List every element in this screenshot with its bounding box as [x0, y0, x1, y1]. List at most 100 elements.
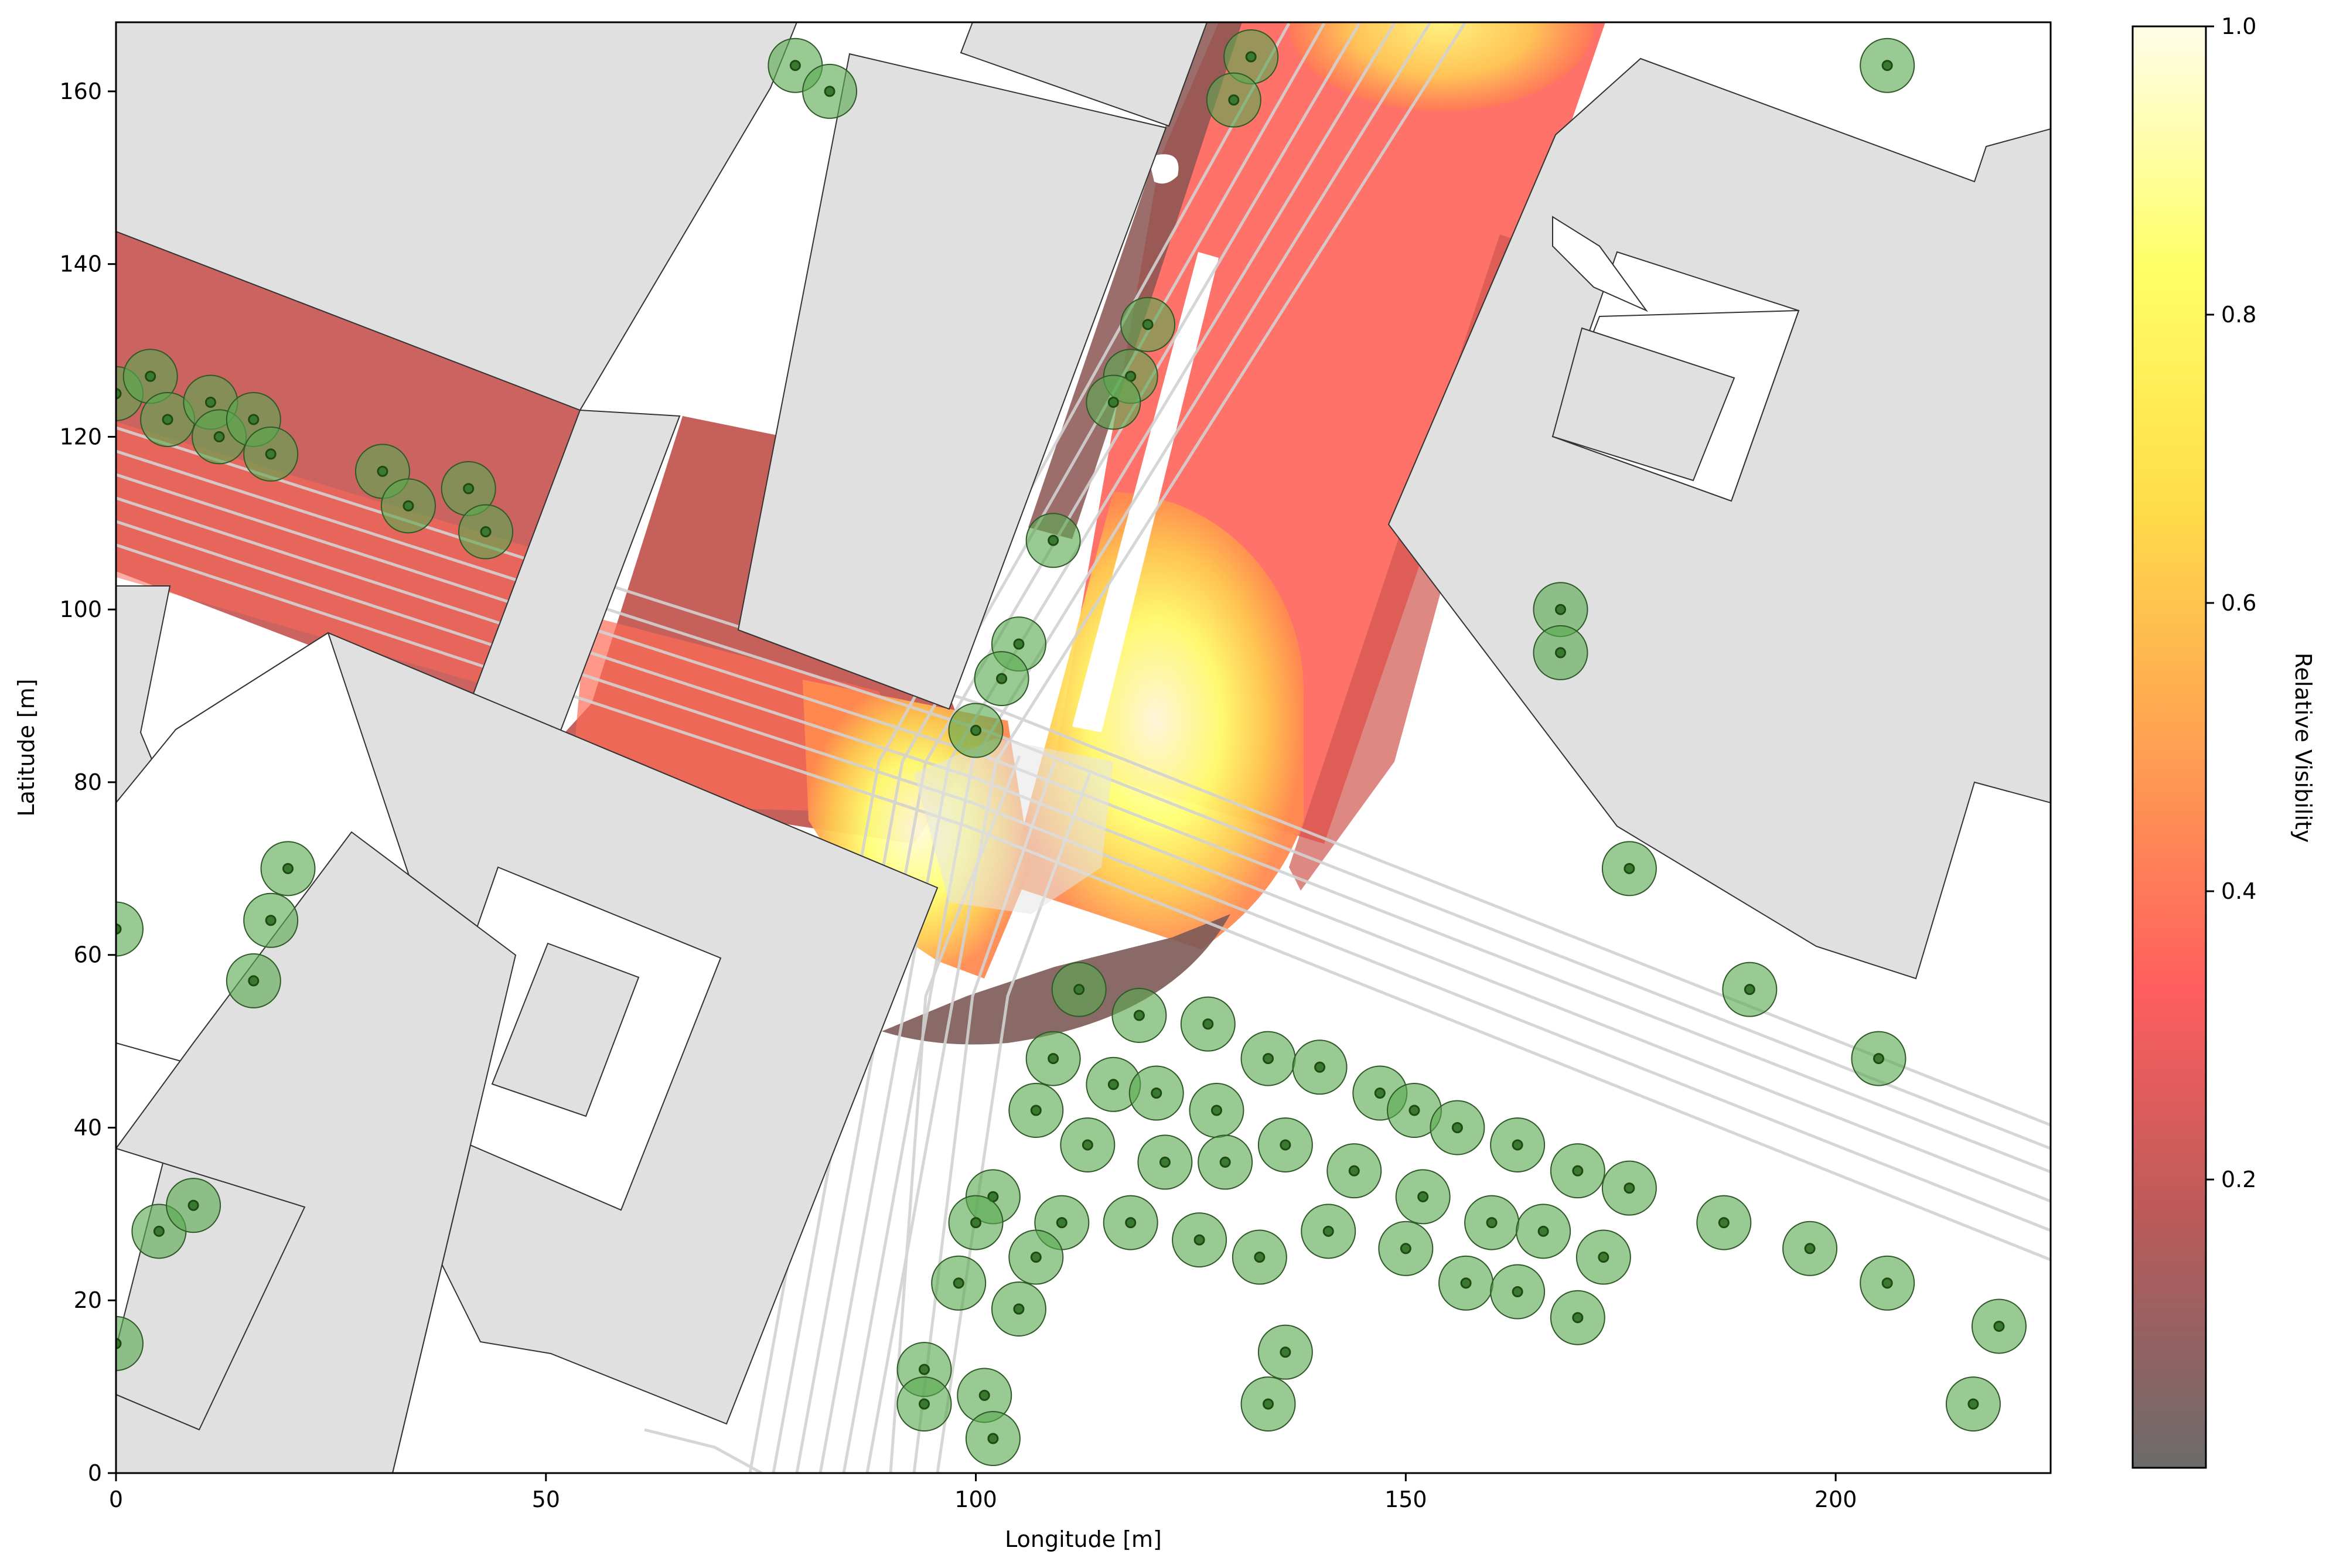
tree-trunk [1263, 1398, 1274, 1410]
y-tick-label: 20 [74, 1287, 102, 1313]
tree [1860, 1255, 1915, 1311]
tree [1301, 1204, 1356, 1259]
tree-trunk [403, 500, 414, 512]
colorbar-bar [2131, 25, 2207, 1469]
x-axis-ticks: 0 50 100 150 200 [109, 1473, 1857, 1512]
x-tick-label: 0 [109, 1487, 123, 1512]
tree-trunk [824, 86, 835, 97]
tree-trunk [1744, 984, 1755, 996]
x-tick-label: 200 [1815, 1487, 1857, 1512]
colorbar-tick-label: 0.8 [2221, 302, 2256, 328]
tree-trunk [1228, 94, 1240, 106]
tree [1025, 1031, 1081, 1086]
x-tick-label: 50 [532, 1487, 560, 1512]
tree [931, 1255, 987, 1311]
y-tick-label: 60 [74, 942, 102, 968]
tree-trunk [1048, 1053, 1059, 1065]
tree [1550, 1143, 1605, 1199]
tree [458, 504, 514, 560]
tree-trunk [248, 975, 260, 987]
tree-trunk [1993, 1320, 2005, 1332]
building-northwest [116, 22, 798, 411]
tree-trunk [919, 1398, 930, 1410]
tree-trunk [1254, 1252, 1266, 1263]
tree-trunk [213, 431, 225, 442]
tree [243, 892, 299, 948]
tree-trunk [204, 396, 216, 408]
tree-trunk [145, 370, 156, 382]
tree [1051, 962, 1107, 1017]
tree-trunk [1624, 1182, 1635, 1194]
tree [802, 63, 858, 119]
tree-trunk [1314, 1061, 1326, 1073]
tree [1464, 1195, 1520, 1250]
tree [1257, 1324, 1313, 1380]
tree-trunk [1598, 1252, 1609, 1263]
trees-layer [116, 29, 2027, 1467]
tree-trunk [1193, 1234, 1205, 1246]
tree [1111, 987, 1167, 1043]
tree-trunk [1554, 647, 1566, 659]
y-tick-label: 160 [59, 79, 102, 104]
building-middle [737, 53, 1167, 710]
tree [957, 1368, 1012, 1423]
tree-trunk [1967, 1398, 1979, 1410]
tree [1128, 1065, 1184, 1121]
tree [1257, 1117, 1313, 1172]
visibility-shadow-gaps [1072, 154, 1219, 732]
tree [243, 426, 299, 482]
tree [1782, 1221, 1838, 1276]
tree-canopy [116, 1315, 144, 1371]
tree [1120, 296, 1176, 352]
tree [380, 478, 436, 534]
tree [1860, 38, 1915, 93]
tree-trunk [1056, 1217, 1067, 1229]
inner-buildings [116, 327, 1735, 1473]
y-tick-label: 80 [74, 769, 102, 795]
tree-trunk [265, 915, 277, 926]
tree [1060, 1117, 1116, 1172]
tree-trunk [248, 414, 260, 425]
tree [1696, 1195, 1752, 1250]
tree [1008, 1229, 1064, 1285]
tree-trunk [1554, 604, 1566, 615]
tree-trunk [1512, 1139, 1523, 1151]
visibility-west-street-center [116, 422, 580, 697]
colorbar-label: Relative Visibility [2290, 653, 2316, 843]
tree-trunk [1125, 1217, 1137, 1229]
tree [1722, 962, 1778, 1017]
tree-trunk [1486, 1217, 1498, 1229]
tree [1490, 1264, 1546, 1320]
tree-trunk [1048, 534, 1059, 546]
tree [1945, 1376, 2001, 1432]
tree [1232, 1229, 1287, 1285]
tree-trunk [1245, 51, 1257, 63]
tree-trunk [463, 483, 475, 495]
colorbar-tick-label: 0.4 [2221, 878, 2256, 904]
tree [166, 1178, 221, 1233]
tree [1172, 1212, 1227, 1268]
map-plot-area [116, 22, 2051, 1473]
y-tick-label: 100 [59, 596, 102, 622]
tree-trunk [1030, 1252, 1042, 1263]
visibility-north-corridor-dark [1028, 22, 1242, 539]
tree-trunk [1718, 1217, 1730, 1229]
tree-trunk [987, 1433, 999, 1444]
tree [974, 651, 1029, 707]
tree [948, 1195, 1004, 1250]
tree [1189, 1083, 1244, 1138]
tree-trunk [1881, 1277, 1893, 1289]
tree [1575, 1229, 1631, 1285]
tree-trunk [1263, 1053, 1274, 1065]
tree-canopy [116, 901, 144, 957]
tree [948, 703, 1004, 758]
tree-trunk [116, 1338, 122, 1349]
building-inner-east [1551, 327, 1735, 482]
tree [965, 1411, 1021, 1467]
tree [226, 953, 281, 1008]
y-tick-label: 0 [88, 1460, 102, 1486]
tree [991, 1281, 1046, 1337]
tree-trunk [1202, 1018, 1214, 1030]
tree [1533, 625, 1588, 680]
tree-trunk [978, 1389, 990, 1401]
